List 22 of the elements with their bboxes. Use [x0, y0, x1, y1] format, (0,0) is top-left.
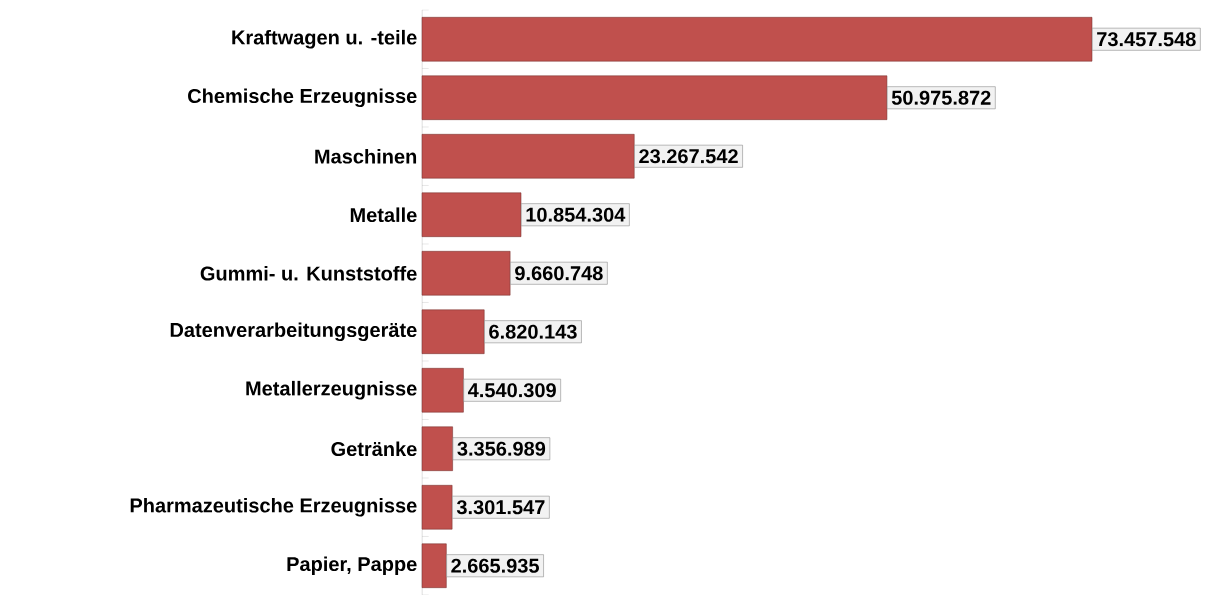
- data-label: 2.665.935: [451, 558, 539, 573]
- y-tick-label: Pharmazeutische Erzeugnisse: [130, 497, 417, 517]
- bar: [421, 543, 447, 588]
- data-label: 9.660.748: [515, 266, 603, 281]
- data-label: 4.540.309: [467, 383, 556, 398]
- data-label: 6.820.143: [489, 324, 577, 339]
- data-label: 3.301.547: [456, 500, 545, 515]
- y-tick-label: Metallerzeugnisse: [246, 380, 417, 400]
- data-label: 3.356.989: [457, 441, 546, 456]
- y-tick-label: Gummi- u. Kunststoffe: [200, 265, 417, 281]
- y-tick-label: Maschinen: [315, 148, 417, 164]
- y-tick-label: Papier, Pappe: [287, 556, 417, 576]
- y-tick-label: Datenverarbeitungsgeräte: [170, 322, 417, 342]
- y-tick-label: Chemische Erzeugnisse: [188, 88, 417, 108]
- y-tick-label: Kraftwagen u. -teile: [232, 29, 417, 49]
- data-label: 10.854.304: [526, 207, 626, 222]
- y-tick-label: Getränke: [331, 441, 417, 457]
- bar: [421, 426, 453, 471]
- data-label: 50.975.872: [891, 90, 991, 105]
- y-tick-label: Metalle: [350, 207, 417, 223]
- data-label: 23.267.542: [639, 149, 738, 164]
- data-label: 73.457.548: [1097, 32, 1196, 47]
